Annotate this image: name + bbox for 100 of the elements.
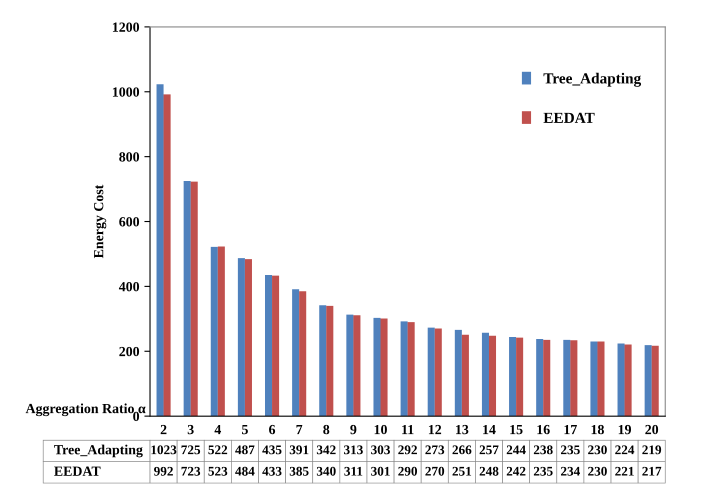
x-tick-label: 11 [402,424,414,434]
data-label: 266 [452,445,472,454]
x-tick-label: 3 [188,424,194,434]
data-label: 435 [262,445,282,454]
data-label: 290 [398,466,418,476]
x-tick-label: 4 [214,424,222,434]
x-tick-label: 17 [564,424,577,434]
x-tick-label: 19 [618,424,632,434]
bar [482,332,489,416]
x-tick-label: 15 [510,424,523,434]
x-tick-label: 13 [456,424,468,434]
y-tick-label: 1000 [112,87,140,97]
bar [434,328,442,416]
bar [292,289,300,416]
data-label: 242 [506,466,526,476]
bar [652,346,659,416]
x-tick-label: 18 [592,424,604,434]
x-tick-label: 2 [160,424,166,434]
bar [190,182,198,416]
bar [210,246,218,416]
data-label: 224 [615,445,634,454]
y-tick-label: 800 [119,152,140,162]
bar [536,338,544,416]
bar [156,84,164,416]
x-tick-label: 5 [242,425,248,434]
data-label: 257 [480,445,499,454]
data-label: 230 [588,466,607,476]
x-tick-label: 12 [428,424,442,434]
text: Tree_Adapting [54,444,143,458]
data-label: 273 [425,445,444,454]
data-label: 235 [534,466,553,476]
bar [563,340,570,416]
data-label: 391 [290,445,308,454]
bar [238,258,245,416]
bar [244,259,252,416]
x-tick-label: 16 [537,424,550,434]
data-label: 235 [560,445,580,454]
bar [644,345,652,416]
bar [488,336,496,416]
bar [454,330,462,416]
bar [428,328,435,416]
data-label: 301 [371,466,390,476]
data-label: 221 [615,466,634,476]
data-label: 244 [506,445,526,454]
y-tick-label: 0 [133,412,140,422]
bar [618,343,625,416]
bar [164,94,171,416]
y-tick-label: 400 [118,282,140,292]
data-label: 723 [182,466,200,476]
bar [570,340,578,416]
bar [353,315,360,416]
data-label: 234 [560,466,580,476]
data-label: 725 [182,445,200,454]
y-tick-label: 1200 [112,22,140,32]
data-label: 523 [208,466,228,476]
bar [590,342,598,416]
data-label: 992 [154,466,173,476]
y-axis-title: Energy Cost [94,184,106,258]
x-tick-label: 9 [350,424,356,434]
data-label: 342 [316,445,336,454]
x-tick-label: 8 [323,424,330,434]
bar [184,180,191,416]
legend-label: Tree_Adapting [544,72,642,87]
data-label: 313 [344,445,363,454]
bar [264,275,272,416]
bar [408,322,415,416]
data-label: 251 [452,466,472,476]
data-label: 270 [425,466,444,476]
bar [272,276,280,416]
bar [380,318,388,416]
data-label: 385 [290,466,309,476]
bar [516,338,524,416]
data-label: 230 [588,445,607,454]
data-label: 484 [235,466,255,476]
bar [543,340,550,416]
bar [299,291,306,416]
bar [319,305,326,416]
legend-label: EEDAT [544,112,595,123]
x-tick-label: 6 [269,424,276,434]
bar [462,334,469,416]
data-label: 238 [534,445,553,454]
data-label: 522 [208,445,228,454]
x-tick-label: 14 [483,424,496,434]
data-label: 433 [262,466,282,476]
data-label: 217 [642,466,662,476]
bar [400,321,408,416]
data-label: 303 [371,445,390,454]
bar [597,342,605,416]
data-label: 340 [316,466,336,476]
y-tick-label: 200 [119,346,140,356]
data-label: 292 [398,445,417,454]
bar [326,306,334,416]
x-tick-label: 20 [645,424,658,434]
x-tick-label: 10 [374,424,387,434]
bar [218,246,225,416]
data-label: 248 [480,466,498,476]
data-label: 219 [642,445,662,454]
bar [346,314,354,416]
bar [624,344,632,416]
y-tick-label: 600 [119,217,140,226]
